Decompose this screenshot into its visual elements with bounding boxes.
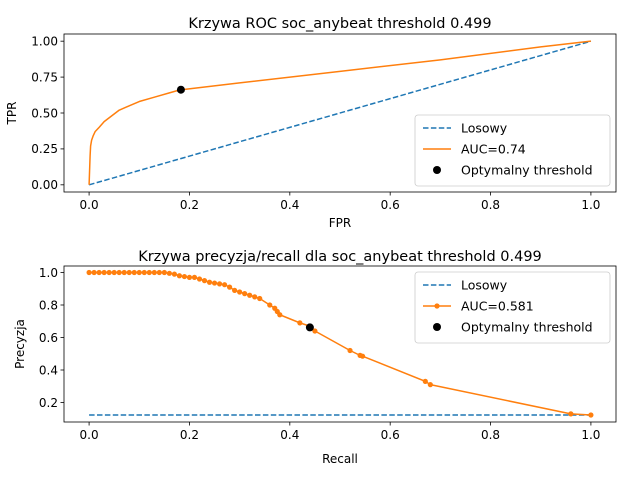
series-point [131,269,137,276]
y-tick-label: 1.0 [39,266,58,280]
series-point [111,269,117,276]
x-tick-label: 0.0 [80,428,99,442]
series-point [247,292,253,298]
series-point [422,378,428,384]
series-point [176,273,183,279]
series-point [232,287,238,293]
x-tick-label: 1.0 [581,198,600,212]
series-point [277,312,283,318]
series-line [88,40,592,186]
series-point [171,271,177,277]
series-point [151,269,157,276]
series-point [221,282,228,288]
legend-marker [433,323,441,331]
series-point [126,269,132,276]
series-point [96,269,102,276]
series-point [242,291,248,297]
y-tick-label: 0.2 [39,396,58,410]
x-tick-label: 0.6 [381,428,400,442]
y-tick-label: 0.6 [39,331,58,345]
series-point [312,328,318,334]
series-point [86,269,92,276]
series-point [186,274,193,280]
series-point [136,269,142,276]
series-point [206,279,213,285]
series-point [91,269,97,276]
x-tick-label: 0.2 [180,428,199,442]
legend-frame [414,271,611,344]
legend: Losowy AUC=0.74 Optymalny threshold [414,114,611,187]
x-axis-label: Recall [322,452,358,466]
y-tick-label: 0.75 [31,70,58,84]
series-point [568,411,574,417]
series-point [347,347,353,354]
y-tick-label: 0.8 [39,298,58,312]
chart-title: Krzywa precyzja/recall dla soc_anybeat t… [138,249,542,265]
y-tick-label: 0.00 [31,178,58,192]
series-point [106,269,112,276]
y-tick-label: 0.4 [39,363,58,377]
y-tick-label: 0.50 [31,106,58,120]
series-point [161,269,167,276]
plot-area [88,40,592,186]
series-point [101,269,107,276]
legend-marker [433,166,441,174]
series-point [216,281,223,287]
series-point [252,294,258,300]
x-tick-label: 0.4 [280,198,299,212]
plot-area [86,269,594,418]
series-point [427,382,433,388]
x-tick-label: 0.4 [280,428,299,442]
legend-label: Optymalny threshold [461,320,593,335]
x-tick-label: 0.2 [180,198,199,212]
series-point [267,302,273,308]
y-axis-label: Precyzja [13,319,27,369]
legend-label: Optymalny threshold [461,163,593,178]
legend-label: Losowy [461,121,508,136]
series-point [196,276,203,282]
legend-label: AUC=0.74 [461,142,526,157]
axes-frame [63,265,617,423]
series-point [588,412,594,418]
y-axis-label: TPR [5,102,19,126]
optimal-threshold-point [305,323,314,332]
series-line [88,40,591,185]
series-point [166,270,172,276]
roc-chart: Krzywa ROC soc_anybeat threshold 0.499 0.… [5,16,617,230]
series-point [227,284,233,290]
x-tick-label: 1.0 [581,428,600,442]
series-point [359,353,366,359]
legend-marker [434,303,440,309]
legend: Losowy AUC=0.581 Optymalny threshold [414,271,611,344]
series-point [211,280,218,286]
series-point [181,273,188,280]
series-point [121,269,127,276]
series-point [116,269,122,276]
x-tick-label: 0.0 [80,198,99,212]
x-tick-label: 0.6 [381,198,400,212]
legend-frame [414,114,611,187]
x-axis-label: FPR [329,216,351,230]
series-point [156,269,162,276]
legend-label: AUC=0.581 [461,299,534,314]
series-point [257,295,263,302]
series-point [201,278,208,284]
legend-label: Losowy [461,278,508,293]
precision-recall-chart: Krzywa precyzja/recall dla soc_anybeat t… [13,249,617,466]
series-point [191,274,198,280]
series-point [297,320,303,326]
series-point [141,269,147,276]
y-tick-label: 0.25 [31,142,58,156]
series-point [146,269,152,276]
chart-title: Krzywa ROC soc_anybeat threshold 0.499 [188,16,491,32]
x-tick-label: 0.8 [481,198,500,212]
optimal-threshold-point [176,85,185,94]
series-point [237,289,243,295]
x-tick-label: 0.8 [481,428,500,442]
y-tick-label: 1.00 [31,34,58,48]
